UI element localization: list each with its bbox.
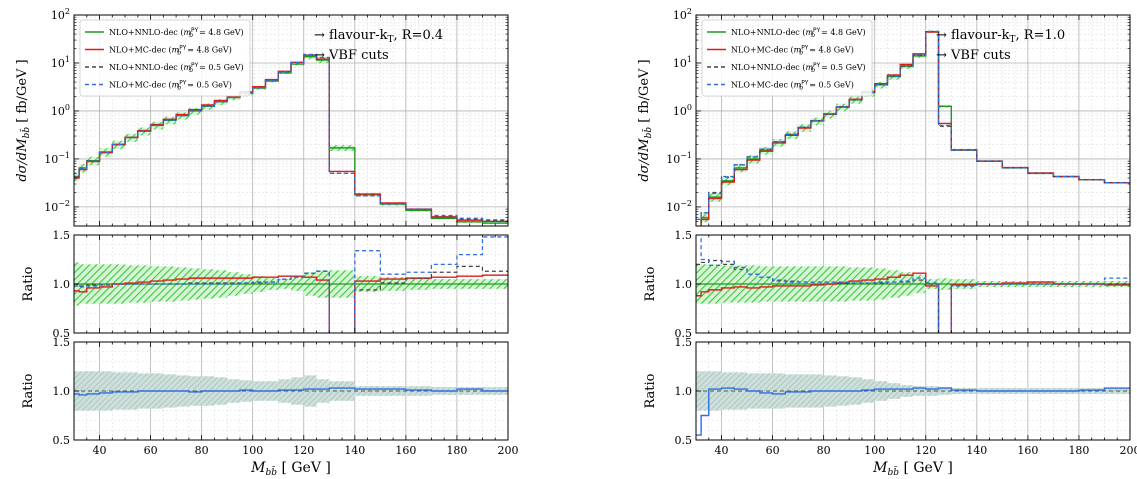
annotation-jet-alg: → flavour-kT, R=0.4	[314, 28, 443, 45]
ratio-y-axis-label: Ratio	[643, 266, 658, 301]
y-tick-label: 10−1	[666, 151, 692, 166]
ratio-y-tick-label: 0.5	[53, 434, 71, 447]
ratio-y-tick-label: 0.5	[53, 327, 71, 340]
y-tick-label: 10−2	[666, 199, 692, 214]
legend-box	[701, 19, 873, 97]
ratio-y-tick-label: 1.0	[53, 385, 71, 398]
x-tick-label: 200	[498, 444, 519, 457]
x-tick-label: 180	[446, 444, 467, 457]
ratio-y-tick-label: 0.5	[675, 434, 693, 447]
legend: NLO+NNLO-dec (mPY b = 4.8 GeV) NLO+MC-dec (…	[79, 19, 251, 97]
ratio-y-axis-label: Ratio	[21, 373, 36, 408]
x-tick-label: 80	[195, 444, 209, 457]
ratio2-line-1	[74, 387, 508, 396]
chart-panel-1: 40 60 80 100 120 140 160 180 200 10−2 10−1 100 101 10…	[15, 7, 519, 478]
x-tick-label: 100	[864, 444, 885, 457]
ratio-y-tick-label: 1.0	[675, 278, 693, 291]
ratio1-line-1	[696, 272, 1130, 333]
ratio-y-tick-label: 1.5	[675, 336, 693, 349]
y-tick-label: 102	[673, 7, 692, 22]
ratio-y-tick-label: 1.0	[675, 385, 693, 398]
ratio1-plot-area	[696, 235, 1130, 333]
legend: NLO+NNLO-dec (mPY b = 4.8 GeV) NLO+MC-dec (…	[701, 19, 873, 97]
ratio-y-tick-label: 1.0	[53, 278, 71, 291]
x-axis-label: Mbb̄ [ GeV ]	[250, 460, 331, 478]
y-tick-label: 100	[673, 103, 692, 118]
x-tick-label: 180	[1068, 444, 1089, 457]
legend-box	[79, 19, 251, 97]
annotation-cuts: → VBF cuts	[936, 48, 1011, 63]
y-tick-label: 101	[673, 55, 692, 70]
x-tick-label: 60	[144, 444, 158, 457]
main-y-axis-label: dσ/dMbb̄ [ fb/GeV ]	[637, 59, 654, 181]
y-tick-label: 101	[51, 55, 70, 70]
y-tick-label: 102	[51, 7, 70, 22]
annotation-jet-alg: → flavour-kT, R=1.0	[936, 28, 1065, 45]
x-axis-label: Mbb̄ [ GeV ]	[872, 460, 953, 478]
x-tick-label: 160	[395, 444, 416, 457]
ratio-y-tick-label: 1.5	[53, 229, 71, 242]
legend-entry-4: NLO+MC-dec (mPY b = 0.5 GeV)	[731, 80, 854, 92]
ratio-y-axis-label: Ratio	[643, 373, 658, 408]
legend-entry-3: NLO+NNLO-dec (mPY b = 0.5 GeV)	[109, 62, 244, 74]
ratio2-plot-area	[74, 371, 508, 411]
x-tick-label: 140	[344, 444, 365, 457]
ratio1-plot-area	[74, 236, 508, 333]
legend-entry-2: NLO+MC-dec (mPY b = 4.8 GeV)	[109, 45, 232, 57]
x-tick-label: 100	[242, 444, 263, 457]
ratio-y-tick-label: 1.5	[675, 229, 693, 242]
legend-entry-2: NLO+MC-dec (mPY b = 4.8 GeV)	[731, 45, 854, 57]
x-tick-label: 160	[1017, 444, 1038, 457]
x-tick-label: 140	[966, 444, 987, 457]
legend-entry-1: NLO+NNLO-dec (mPY b = 4.8 GeV)	[731, 27, 866, 39]
x-tick-label: 40	[715, 444, 729, 457]
x-tick-label: 120	[915, 444, 936, 457]
ratio1-line-3	[700, 235, 1130, 333]
ratio-y-axis-label: Ratio	[21, 266, 36, 301]
x-tick-label: 80	[817, 444, 831, 457]
x-tick-label: 40	[93, 444, 107, 457]
legend-entry-1: NLO+NNLO-dec (mPY b = 4.8 GeV)	[109, 27, 244, 39]
main-y-axis-label: dσ/dMbb̄ [ fb/GeV ]	[15, 59, 32, 181]
ratio2-plot-area	[696, 371, 1130, 436]
x-tick-label: 120	[293, 444, 314, 457]
x-tick-label: 200	[1120, 444, 1137, 457]
y-tick-label: 100	[51, 103, 70, 118]
y-tick-label: 10−1	[44, 151, 70, 166]
y-tick-label: 10−2	[44, 199, 70, 214]
ratio-y-tick-label: 1.5	[53, 336, 71, 349]
chart-panel-2: 40 60 80 100 120 140 160 180 200 10−2 10−1 100 101 10…	[637, 7, 1137, 478]
x-tick-label: 60	[766, 444, 780, 457]
legend-entry-3: NLO+NNLO-dec (mPY b = 0.5 GeV)	[731, 62, 866, 74]
ratio1-line-3	[74, 236, 508, 333]
legend-entry-4: NLO+MC-dec (mPY b = 0.5 GeV)	[109, 80, 232, 92]
ratio2-line-1	[696, 387, 1130, 436]
annotation-cuts: → VBF cuts	[314, 48, 389, 63]
ratio-y-tick-label: 0.5	[675, 327, 693, 340]
